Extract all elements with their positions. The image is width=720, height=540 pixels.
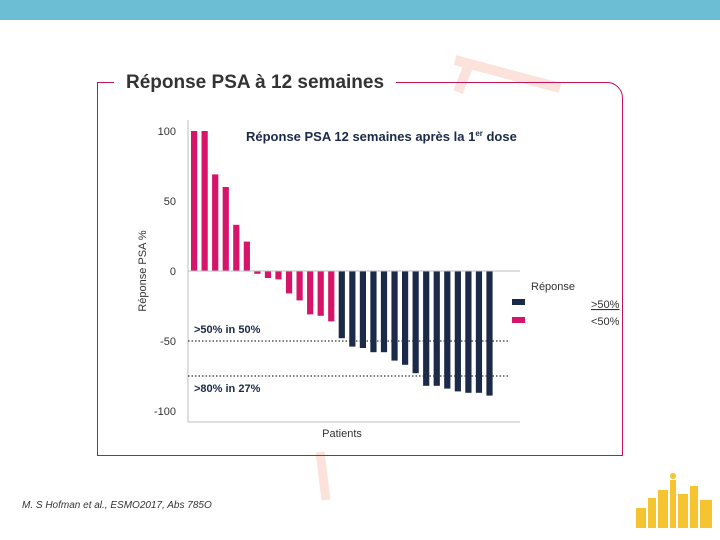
patient-bar bbox=[328, 271, 335, 322]
patient-bar bbox=[391, 271, 398, 361]
chart-title: Réponse PSA 12 semaines après la 1er dos… bbox=[246, 129, 517, 144]
patient-bar bbox=[222, 187, 229, 271]
patient-bar bbox=[444, 271, 451, 389]
y-tick-label: -100 bbox=[154, 406, 176, 418]
slide-title: Réponse PSA à 12 semaines bbox=[114, 70, 397, 96]
patient-bar bbox=[433, 271, 440, 386]
patient-bar bbox=[254, 271, 261, 274]
y-axis-label: Réponse PSA % bbox=[137, 230, 149, 312]
city-skyline-logo bbox=[636, 473, 712, 528]
legend-swatch-non-responder bbox=[512, 317, 525, 323]
patient-bar bbox=[264, 271, 272, 278]
patient-bar bbox=[307, 271, 314, 315]
patient-bar bbox=[296, 271, 303, 301]
patient-bar bbox=[423, 271, 430, 386]
patient-bar bbox=[285, 271, 293, 294]
patient-bar bbox=[212, 174, 219, 271]
chart-title-superscript: er bbox=[475, 129, 483, 138]
legend-swatch-responder bbox=[512, 299, 525, 305]
legend-title: Réponse bbox=[531, 281, 575, 293]
patient-bar bbox=[349, 271, 356, 347]
patient-bar bbox=[380, 271, 388, 353]
patient-bar bbox=[359, 271, 366, 348]
patient-bar bbox=[338, 271, 345, 339]
top-accent-bar bbox=[0, 0, 720, 20]
patient-bar bbox=[201, 131, 208, 271]
y-tick-label: -50 bbox=[160, 336, 176, 348]
x-axis-label: Patients bbox=[322, 428, 362, 440]
legend-label-responder: >50% bbox=[591, 299, 620, 311]
patient-bar bbox=[275, 271, 282, 280]
y-tick-label: 100 bbox=[158, 126, 176, 138]
patient-bar bbox=[465, 271, 472, 393]
patient-bar bbox=[233, 224, 240, 271]
patient-bar bbox=[412, 271, 419, 374]
patient-bar bbox=[191, 131, 198, 271]
y-tick-label: 0 bbox=[170, 266, 176, 278]
patient-bar bbox=[402, 271, 409, 365]
reference-line-label: >80% in 27% bbox=[194, 383, 261, 395]
patient-bar bbox=[475, 271, 483, 393]
chart-title-end: dose bbox=[483, 129, 517, 144]
reference-line-label: >50% in 50% bbox=[194, 324, 261, 336]
patient-bar bbox=[243, 241, 250, 271]
citation: M. S Hofman et al., ESMO2017, Abs 785O bbox=[22, 500, 212, 511]
legend: Réponse >50% <50% bbox=[512, 281, 620, 328]
patient-bar bbox=[454, 271, 461, 392]
patient-bar bbox=[370, 271, 377, 353]
patient-bar bbox=[317, 271, 324, 316]
patient-bar bbox=[486, 271, 493, 396]
y-tick-label: 50 bbox=[164, 196, 176, 208]
legend-label-non-responder: <50% bbox=[591, 316, 620, 328]
